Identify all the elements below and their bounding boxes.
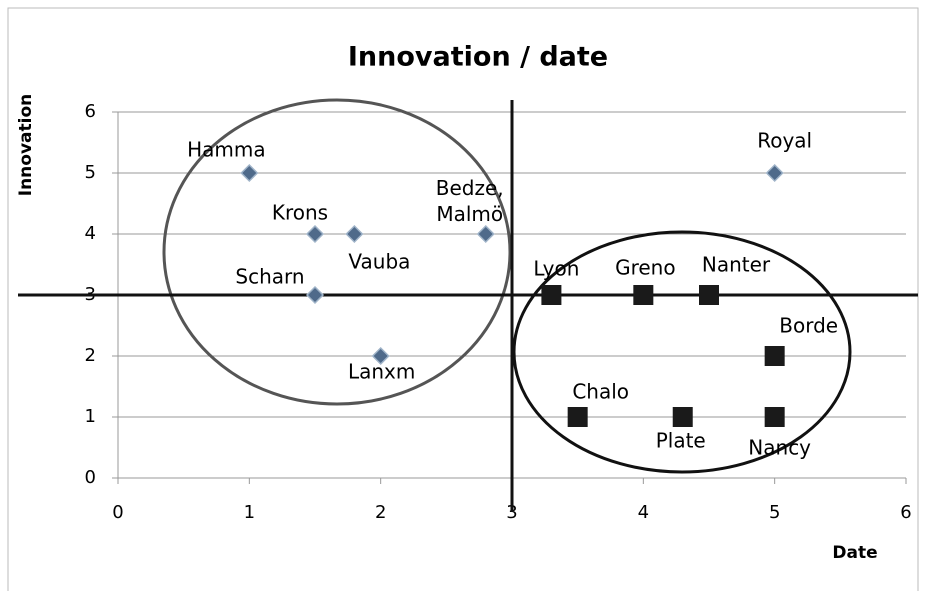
point-label: Hamma <box>187 138 266 162</box>
point-label: Krons <box>272 201 328 225</box>
chart-frame <box>7 7 919 595</box>
point-label: Bedze, Malmö <box>435 176 504 226</box>
point <box>567 407 588 427</box>
y-tick-label: 0 <box>85 467 96 488</box>
point-label: Nanter <box>702 253 771 277</box>
x-tick-label: 3 <box>506 502 517 523</box>
point <box>764 407 785 427</box>
point-label: Chalo <box>572 380 629 404</box>
point <box>305 285 325 305</box>
point <box>476 224 495 244</box>
y-tick-label: 5 <box>85 162 96 183</box>
y-axis-label: Innovation <box>16 94 36 197</box>
x-tick-label: 4 <box>638 502 649 523</box>
chart-title: Innovation / date <box>348 42 608 73</box>
point-label: Greno <box>615 256 676 280</box>
point-label: Royal <box>757 129 812 153</box>
x-tick-label: 1 <box>244 502 255 523</box>
point-label-box: Bedze, Malmö <box>435 176 504 226</box>
cluster-ellipse <box>512 230 852 474</box>
point-label: Plate <box>656 429 706 453</box>
point <box>541 285 562 305</box>
cluster-ellipse <box>162 98 512 406</box>
x-axis-label: Date <box>832 543 877 563</box>
x-tick-label: 2 <box>375 502 386 523</box>
point <box>240 163 259 183</box>
point <box>764 346 785 366</box>
point-label: Scharn <box>235 265 304 289</box>
x-tick-label: 5 <box>769 502 780 523</box>
point <box>672 407 693 427</box>
point <box>765 163 784 183</box>
x-tick-label: 0 <box>112 502 123 523</box>
point <box>345 224 364 244</box>
point <box>633 285 654 305</box>
point <box>305 224 325 244</box>
point-label: Lanxm <box>348 360 415 384</box>
point-label: Nancy <box>748 436 811 460</box>
y-tick-label: 4 <box>85 223 96 244</box>
point <box>371 346 390 366</box>
point <box>699 285 719 305</box>
x-tick-label: 6 <box>900 502 911 523</box>
y-tick-label: 1 <box>85 406 96 427</box>
y-tick-label: 2 <box>85 345 96 366</box>
point-label: Borde <box>779 314 838 338</box>
y-tick-label: 6 <box>85 101 96 122</box>
point-label: Lyon <box>533 257 579 281</box>
point-label: Vauba <box>348 250 410 274</box>
